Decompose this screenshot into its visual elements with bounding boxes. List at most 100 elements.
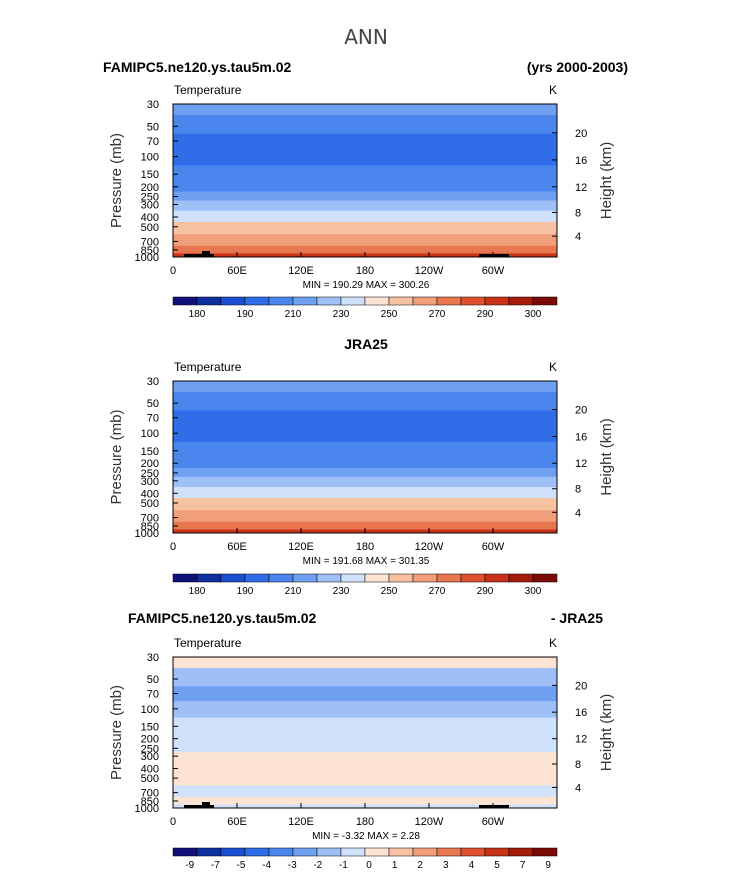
colorbar-label: 270 bbox=[429, 309, 446, 320]
x-tick-label: 180 bbox=[356, 541, 374, 553]
band-300 bbox=[173, 200, 557, 212]
height-tick-label: 12 bbox=[575, 458, 587, 470]
height-tick-label: 16 bbox=[575, 707, 587, 719]
colorbar-label: 180 bbox=[189, 309, 206, 320]
colorbar-swatch bbox=[244, 296, 270, 306]
colorbar-swatch bbox=[244, 847, 270, 857]
variable-label: Temperature bbox=[174, 83, 242, 97]
band-300 bbox=[173, 476, 557, 488]
colorbar-swatch bbox=[172, 573, 198, 583]
band-400 bbox=[173, 487, 557, 499]
colorbar-swatch bbox=[508, 296, 534, 306]
y-tick-label: 30 bbox=[147, 376, 159, 388]
band-150 bbox=[173, 165, 557, 181]
colorbar-swatch bbox=[484, 573, 510, 583]
y-tick-label: 150 bbox=[141, 721, 159, 733]
height-tick-label: 8 bbox=[575, 484, 581, 496]
colorbar-swatch bbox=[484, 847, 510, 857]
y-tick-label: 400 bbox=[141, 488, 159, 500]
variable-label: Temperature bbox=[174, 636, 242, 650]
colorbar-label: 4 bbox=[469, 860, 475, 871]
variable-label: Temperature bbox=[174, 360, 242, 374]
panel-center-title: JRA25 bbox=[344, 336, 388, 352]
band-250 bbox=[173, 191, 557, 201]
x-tick-label: 0 bbox=[170, 541, 176, 553]
units-label: K bbox=[549, 636, 557, 650]
x-tick-label: 60E bbox=[227, 265, 247, 277]
topography-mark bbox=[202, 251, 210, 257]
height-tick-label: 20 bbox=[575, 680, 587, 692]
band-150 bbox=[173, 717, 557, 733]
colorbar-swatch bbox=[292, 573, 318, 583]
band-500 bbox=[173, 773, 557, 786]
colorbar-label: 300 bbox=[525, 309, 542, 320]
y-axis-label: Pressure (mb) bbox=[108, 133, 125, 228]
colorbar-swatch bbox=[316, 296, 342, 306]
colorbar-swatch bbox=[268, 847, 294, 857]
band-30 bbox=[173, 104, 557, 116]
colorbar-swatch bbox=[268, 573, 294, 583]
colorbar-swatch bbox=[220, 296, 246, 306]
colorbar-swatch bbox=[532, 296, 558, 306]
y-tick-label: 400 bbox=[141, 764, 159, 776]
band-400 bbox=[173, 762, 557, 774]
band-50 bbox=[173, 667, 557, 687]
colorbar-swatch bbox=[436, 296, 462, 306]
colorbar-label: 250 bbox=[381, 309, 398, 320]
band-200 bbox=[173, 457, 557, 469]
y-tick-label: 250 bbox=[141, 468, 159, 480]
y-tick-label: 150 bbox=[141, 169, 159, 181]
y-tick-label: 250 bbox=[141, 743, 159, 755]
x-tick-label: 120E bbox=[288, 541, 314, 553]
colorbar-swatch bbox=[436, 847, 462, 857]
colorbar-label: -3 bbox=[288, 860, 297, 871]
y-tick-label: 50 bbox=[147, 674, 159, 686]
units-label: K bbox=[549, 360, 557, 374]
panel-left-title: FAMIPC5.ne120.ys.tau5m.02 bbox=[128, 610, 317, 626]
x-tick-label: 60E bbox=[227, 541, 247, 553]
y-tick-label: 150 bbox=[141, 446, 159, 458]
panel-right-title: (yrs 2000-2003) bbox=[527, 59, 628, 75]
height-tick-label: 12 bbox=[575, 182, 587, 194]
y-axis-label: Pressure (mb) bbox=[108, 409, 125, 504]
height-axis-label: Height (km) bbox=[598, 694, 615, 772]
y-tick-label: 850 bbox=[141, 796, 159, 808]
height-tick-label: 4 bbox=[575, 231, 581, 243]
colorbar-label: 210 bbox=[285, 309, 302, 320]
band-50 bbox=[173, 115, 557, 134]
colorbar-swatch bbox=[220, 573, 246, 583]
colorbar-swatch bbox=[412, 296, 438, 306]
page-title: ANN bbox=[344, 25, 388, 49]
colorbar-swatch bbox=[508, 573, 534, 583]
y-tick-label: 850 bbox=[141, 521, 159, 533]
y-tick-label: 250 bbox=[141, 192, 159, 204]
band-500 bbox=[173, 498, 557, 511]
chart-panel-1: FAMIPC5.ne120.ys.tau5m.02 (yrs 2000-2003)… bbox=[103, 59, 628, 320]
y-tick-label: 1000 bbox=[135, 528, 159, 540]
height-tick-label: 8 bbox=[575, 759, 581, 771]
colorbar-label: -2 bbox=[313, 860, 322, 871]
band-30 bbox=[173, 381, 557, 393]
stats-label: MIN = -3.32 MAX = 2.28 bbox=[312, 831, 420, 842]
y-tick-label: 100 bbox=[141, 704, 159, 716]
band-200 bbox=[173, 180, 557, 192]
x-tick-label: 180 bbox=[356, 265, 374, 277]
colorbar-swatch bbox=[244, 573, 270, 583]
band-250 bbox=[173, 468, 557, 478]
y-tick-label: 70 bbox=[147, 413, 159, 425]
colorbar-swatch bbox=[412, 573, 438, 583]
colorbar-swatch bbox=[532, 847, 558, 857]
band-50 bbox=[173, 392, 557, 411]
colorbar-swatch bbox=[388, 296, 414, 306]
band-500 bbox=[173, 221, 557, 235]
y-tick-label: 70 bbox=[147, 688, 159, 700]
height-tick-label: 4 bbox=[575, 782, 581, 794]
colorbar-swatch bbox=[436, 573, 462, 583]
colorbar-label: 270 bbox=[429, 586, 446, 597]
colorbar-swatch bbox=[364, 573, 390, 583]
colorbar-swatch bbox=[508, 847, 534, 857]
colorbar-label: 210 bbox=[285, 586, 302, 597]
topography-mark bbox=[184, 805, 214, 808]
band-850 bbox=[173, 245, 557, 254]
y-tick-label: 100 bbox=[141, 152, 159, 164]
